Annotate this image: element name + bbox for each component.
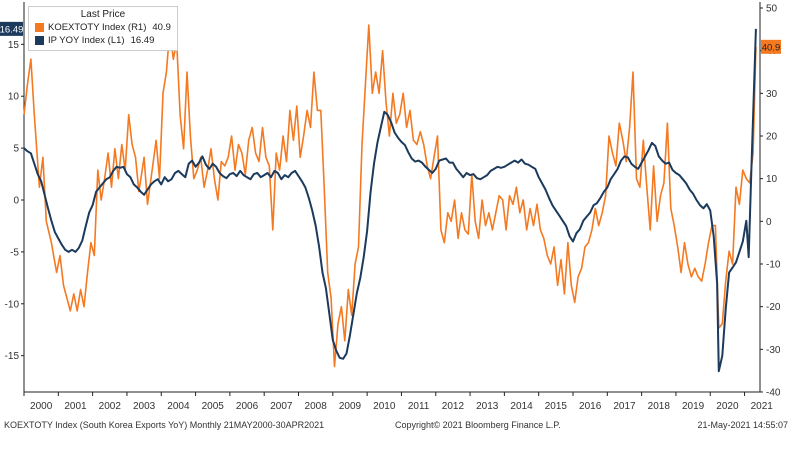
right-axis-ticks: -40-30-20-1001020304050 [760, 4, 781, 399]
x-tick-label: 2011 [408, 401, 430, 412]
left-axis-ticks: -15 -10 -5 0 5 10 15 [5, 40, 24, 362]
left-tick-label: 0 [13, 196, 19, 207]
right-tick-label: 20 [766, 132, 778, 143]
right-tick-label: -40 [766, 388, 781, 399]
right-tick-label: 30 [766, 89, 778, 100]
x-tick-label: 2003 [133, 401, 156, 412]
series-ip-line [23, 28, 757, 373]
x-tick-label: 2010 [373, 401, 396, 412]
legend-label-exports: KOEXTOTY Index (R1) [48, 22, 147, 33]
left-last-value-text: 16.49 [0, 24, 23, 35]
footer-timestamp: 21-May-2021 14:55:07 [697, 420, 788, 430]
x-axis-ticks: 2000 2001 2002 2003 2004 2005 2006 2007 2008 2009… [23, 392, 774, 412]
x-tick-label: 2017 [613, 401, 636, 412]
series-exports-line [23, 24, 757, 368]
last-value-tags: 16.49 40.9 [0, 21, 781, 54]
right-tick-label: 0 [766, 217, 772, 228]
right-tick-label: 10 [766, 174, 778, 185]
legend-swatch-orange [35, 23, 44, 32]
footer-source: KOEXTOTY Index (South Korea Exports YoY)… [4, 420, 325, 430]
chart-axes [23, 2, 761, 393]
right-last-value-tag [761, 39, 781, 54]
x-tick-label: 2021 [751, 401, 774, 412]
right-tick-label: -20 [766, 302, 781, 313]
left-tick-label: 10 [8, 92, 20, 103]
x-tick-label: 2006 [236, 401, 259, 412]
series-layer [23, 24, 757, 373]
legend-label-ip: IP YOY Index (L1) [48, 35, 125, 46]
x-tick-label: 2005 [202, 401, 225, 412]
x-tick-label: 2016 [579, 401, 602, 412]
x-tick-label: 2008 [305, 401, 328, 412]
x-tick-label: 2009 [339, 401, 362, 412]
right-last-value-text: 40.9 [762, 42, 781, 53]
right-tick-label: -10 [766, 260, 781, 271]
footer-copyright: Copyright© 2021 Bloomberg Finance L.P. [395, 420, 561, 430]
legend-value-ip: 16.49 [130, 35, 155, 46]
x-tick-label: 2019 [682, 401, 705, 412]
x-tick-label: 2002 [99, 401, 122, 412]
x-tick-label: 2020 [716, 401, 739, 412]
legend: Last Price KOEXTOTY Index (R1) 40.9 IP Y… [28, 6, 178, 51]
x-tick-label: 2001 [64, 401, 87, 412]
x-tick-label: 2000 [30, 401, 53, 412]
x-tick-label: 2013 [476, 401, 499, 412]
x-tick-label: 2012 [442, 401, 465, 412]
x-tick-label: 2007 [270, 401, 293, 412]
x-tick-label: 2004 [167, 401, 190, 412]
x-tick-label: 2018 [648, 401, 671, 412]
left-tick-label: 15 [8, 40, 20, 51]
legend-entry-exports: KOEXTOTY Index (R1) 40.9 [35, 21, 171, 34]
left-tick-label: -10 [5, 299, 20, 310]
left-tick-label: -15 [5, 351, 20, 362]
left-tick-label: -5 [10, 247, 19, 258]
legend-entry-ip: IP YOY Index (L1) 16.49 [35, 34, 171, 47]
left-last-value-tag [0, 21, 23, 36]
legend-title: Last Price [80, 9, 126, 20]
legend-swatch-navy [35, 36, 44, 45]
left-tick-label: 5 [13, 144, 19, 155]
right-tick-label: 50 [766, 4, 778, 15]
right-tick-label: -30 [766, 345, 781, 356]
x-tick-label: 2015 [545, 401, 568, 412]
x-tick-label: 2014 [510, 401, 533, 412]
legend-value-exports: 40.9 [152, 22, 171, 33]
